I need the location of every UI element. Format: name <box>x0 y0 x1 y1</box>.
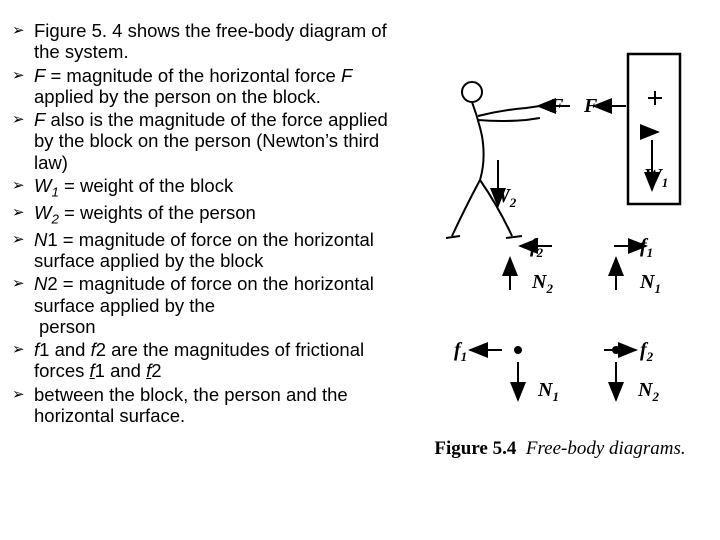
bullet-glyph: ➢ <box>12 109 34 173</box>
bullet-text: between the block, the person and the ho… <box>34 384 404 427</box>
bullet-item: ➢ f1 and f2 are the magnitudes of fricti… <box>12 339 404 382</box>
bullet-glyph: ➢ <box>12 175 34 200</box>
bullet-glyph: ➢ <box>12 384 34 427</box>
svg-text:f2: f2 <box>640 339 654 364</box>
bullet-item: ➢ F also is the magnitude of the force a… <box>12 109 404 173</box>
svg-text:W2: W2 <box>492 185 517 210</box>
bullet-item: ➢ between the block, the person and the … <box>12 384 404 427</box>
bullet-text: W1 = weight of the block <box>34 175 404 200</box>
bullet-text: W2 = weights of the person <box>34 202 404 227</box>
svg-text:f1: f1 <box>454 339 467 364</box>
bullet-item: ➢ F = magnitude of the horizontal force … <box>12 65 404 108</box>
bullet-item: ➢ W1 = weight of the block <box>12 175 404 200</box>
bullet-text: N1 = magnitude of force on the horizonta… <box>34 229 404 272</box>
figure-main: FFW1W2f1f2N1N2 <box>430 40 690 300</box>
figure-main-svg: FFW1W2f1f2N1N2 <box>430 40 690 300</box>
bullet-item: ➢ N2 = magnitude of force on the horizon… <box>12 273 404 337</box>
bullet-glyph: ➢ <box>12 20 34 63</box>
figure-sub-svg: f1 f2 N1 N2 <box>430 310 690 420</box>
svg-text:N2: N2 <box>531 271 553 296</box>
svg-text:F: F <box>583 95 598 117</box>
figure-column: FFW1W2f1f2N1N2 f1f2N1N2 Figure 5.4 Free-… <box>412 20 708 520</box>
bullet-item: ➢ W2 = weights of the person <box>12 202 404 227</box>
bullet-glyph: ➢ <box>12 202 34 227</box>
svg-text:N2: N2 <box>637 379 659 404</box>
figure-sub: f1 f2 N1 N2 <box>430 310 690 420</box>
svg-text:F: F <box>549 95 564 117</box>
bullet-list: ➢ Figure 5. 4 shows the free-body diagra… <box>12 20 412 520</box>
svg-text:f2: f2 <box>530 235 544 260</box>
bullet-text: F also is the magnitude of the force app… <box>34 109 404 173</box>
figure-caption: Figure 5.4 Free-body diagrams. <box>434 438 685 460</box>
bullet-item: ➢ Figure 5. 4 shows the free-body diagra… <box>12 20 404 63</box>
bullet-text: N2 = magnitude of force on the horizonta… <box>34 273 404 337</box>
bullet-text: F = magnitude of the horizontal force F … <box>34 65 404 108</box>
person-sketch <box>446 82 540 238</box>
bullet-glyph: ➢ <box>12 229 34 272</box>
svg-text:f1: f1 <box>640 235 653 260</box>
svg-text:N1: N1 <box>639 271 661 296</box>
bullet-text: f1 and f2 are the magnitudes of friction… <box>34 339 404 382</box>
bullet-glyph: ➢ <box>12 339 34 382</box>
bullet-glyph: ➢ <box>12 273 34 337</box>
bullet-text: Figure 5. 4 shows the free-body diagram … <box>34 20 404 63</box>
svg-text:N1: N1 <box>537 379 559 404</box>
bullet-item: ➢ N1 = magnitude of force on the horizon… <box>12 229 404 272</box>
bullet-glyph: ➢ <box>12 65 34 108</box>
